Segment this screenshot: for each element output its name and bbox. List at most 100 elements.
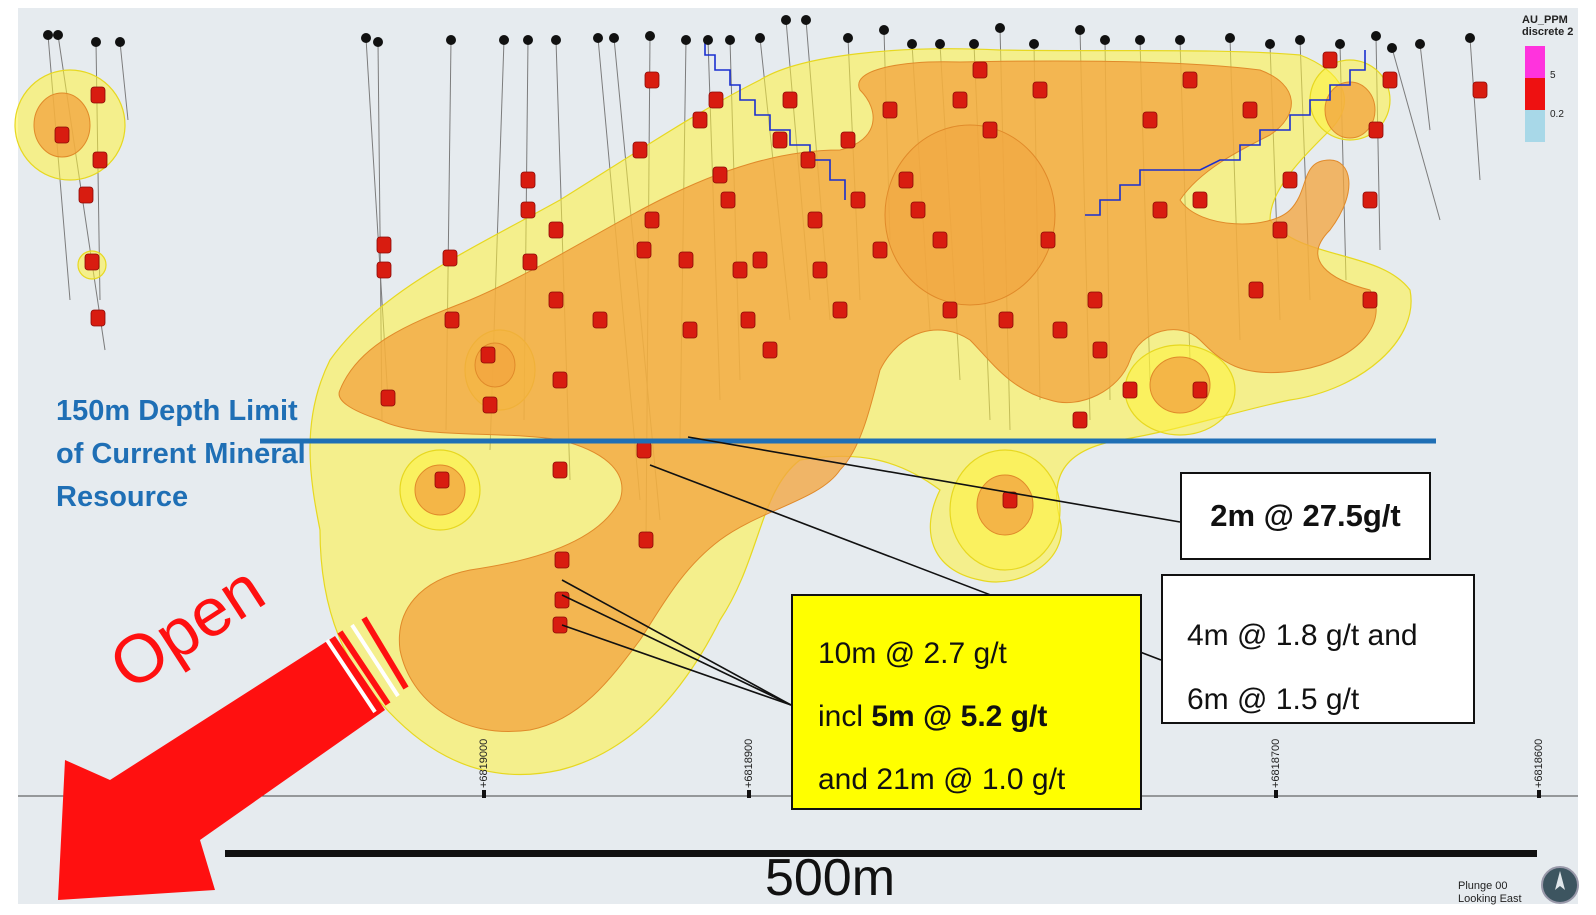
depth-limit-line2: of Current Mineral [56, 438, 306, 470]
callout-1-text: 2m @ 27.5g/t [1210, 498, 1401, 533]
drill-collar [995, 23, 1005, 33]
intercept-cylinder [1192, 191, 1208, 209]
scale-bar [225, 850, 1537, 857]
intercept-cylinder [1282, 171, 1298, 189]
intercept-cylinder [1092, 341, 1108, 359]
coord-label-4: +6818600 [1533, 738, 1545, 788]
intercept-cylinder [910, 201, 926, 219]
coord-label-1: +6819000 [478, 738, 490, 788]
intercept-cylinder [972, 61, 988, 79]
intercept-cylinder [380, 389, 396, 407]
intercept-cylinder [92, 151, 108, 169]
intercept-cylinder [90, 309, 106, 327]
drill-collar [1135, 35, 1145, 45]
drill-collar [43, 30, 53, 40]
legend-title-line2: discrete 2 [1522, 26, 1574, 38]
drill-collar [1295, 35, 1305, 45]
intercept-cylinder [762, 341, 778, 359]
intercept-cylinder [522, 253, 538, 271]
intercept-cylinder [942, 301, 958, 319]
drill-collar [1335, 39, 1345, 49]
drill-collar [446, 35, 456, 45]
intercept-cylinder [636, 241, 652, 259]
intercept-cylinder [898, 171, 914, 189]
drill-collar [1225, 33, 1235, 43]
coordinate-ticks [482, 790, 1541, 798]
view-info: Plunge 00 Looking East [1458, 880, 1522, 906]
drill-collar [1265, 39, 1275, 49]
intercept-cylinder [708, 91, 724, 109]
callout-2-line1: 4m @ 1.8 g/t and [1187, 619, 1418, 652]
intercept-cylinder [520, 171, 536, 189]
callout-box-yellow: 10m @ 2.7 g/t incl 5m @ 5.2 g/t and 21m … [791, 594, 1142, 810]
callout-box-intercepts: 4m @ 1.8 g/t and 6m @ 1.5 g/t [1161, 574, 1475, 724]
intercept-cylinder [840, 131, 856, 149]
drill-collar [523, 35, 533, 45]
drill-collar [361, 33, 371, 43]
intercept-cylinder [720, 191, 736, 209]
legend-value-high: 5 [1550, 70, 1556, 81]
intercept-cylinder [644, 71, 660, 89]
callout-3-line1: 10m @ 2.7 g/t [818, 637, 1007, 670]
legend-title: AU_PPM discrete 2 [1522, 14, 1573, 38]
drill-collar [609, 33, 619, 43]
intercept-cylinder [1242, 101, 1258, 119]
legend-value-low: 0.2 [1550, 109, 1564, 120]
pit-outline [704, 40, 1366, 216]
intercept-cylinder [552, 616, 568, 634]
intercept-cylinder [740, 311, 756, 329]
depth-limit-label: 150m Depth Limit of Current Mineral Reso… [56, 390, 306, 519]
intercept-cylinder [376, 236, 392, 254]
intercept-cylinder [882, 101, 898, 119]
intercept-cylinder [800, 151, 816, 169]
drill-collar [115, 37, 125, 47]
intercept-cylinder [982, 121, 998, 139]
intercept-cylinder [682, 321, 698, 339]
intercept-cylinder [1142, 111, 1158, 129]
drill-collar [593, 33, 603, 43]
drill-collar [1387, 43, 1397, 53]
depth-limit-line1: 150m Depth Limit [56, 395, 298, 427]
drill-collar [907, 39, 917, 49]
intercept-cylinder [554, 551, 570, 569]
drill-collar [53, 30, 63, 40]
callout-3-line2-prefix: incl [818, 700, 872, 733]
intercept-cylinder [1072, 411, 1088, 429]
intercept-cylinder [554, 591, 570, 609]
drill-collar [645, 31, 655, 41]
drill-hole-trace [1419, 43, 1431, 131]
drill-collar [1075, 25, 1085, 35]
drill-collar [801, 15, 811, 25]
drill-collar [879, 25, 889, 35]
intercept-cylinder [482, 396, 498, 414]
legend-title-line1: AU_PPM [1522, 14, 1568, 26]
scale-bar-label: 500m [764, 849, 896, 907]
open-arrow-icon [58, 616, 409, 900]
drill-collar [725, 35, 735, 45]
intercept-cylinder [850, 191, 866, 209]
drill-collar [703, 35, 713, 45]
drill-collar [1371, 31, 1381, 41]
intercept-cylinder [772, 131, 788, 149]
intercept-cylinder [1002, 491, 1018, 509]
view-info-line1: Plunge 00 [1458, 880, 1508, 892]
drill-collar [935, 39, 945, 49]
intercept-cylinder [1362, 191, 1378, 209]
intercept-cylinder [1182, 71, 1198, 89]
callout-2-line2: 6m @ 1.5 g/t [1187, 683, 1360, 716]
intercept-cylinder [442, 249, 458, 267]
coord-label-2: +6818900 [743, 738, 755, 788]
intercept-cylinder [932, 231, 948, 249]
compass-globe-icon [1541, 866, 1579, 904]
intercept-cylinder [712, 166, 728, 184]
intercept-cylinder [480, 346, 496, 364]
drill-collar [781, 15, 791, 25]
intercept-cylinder [1362, 291, 1378, 309]
intercept-cylinder [638, 531, 654, 549]
medium-grade-shell [33, 60, 1377, 732]
intercept-cylinder [644, 211, 660, 229]
intercept-cylinder [692, 111, 708, 129]
drill-collar [969, 39, 979, 49]
drill-collar [843, 33, 853, 43]
